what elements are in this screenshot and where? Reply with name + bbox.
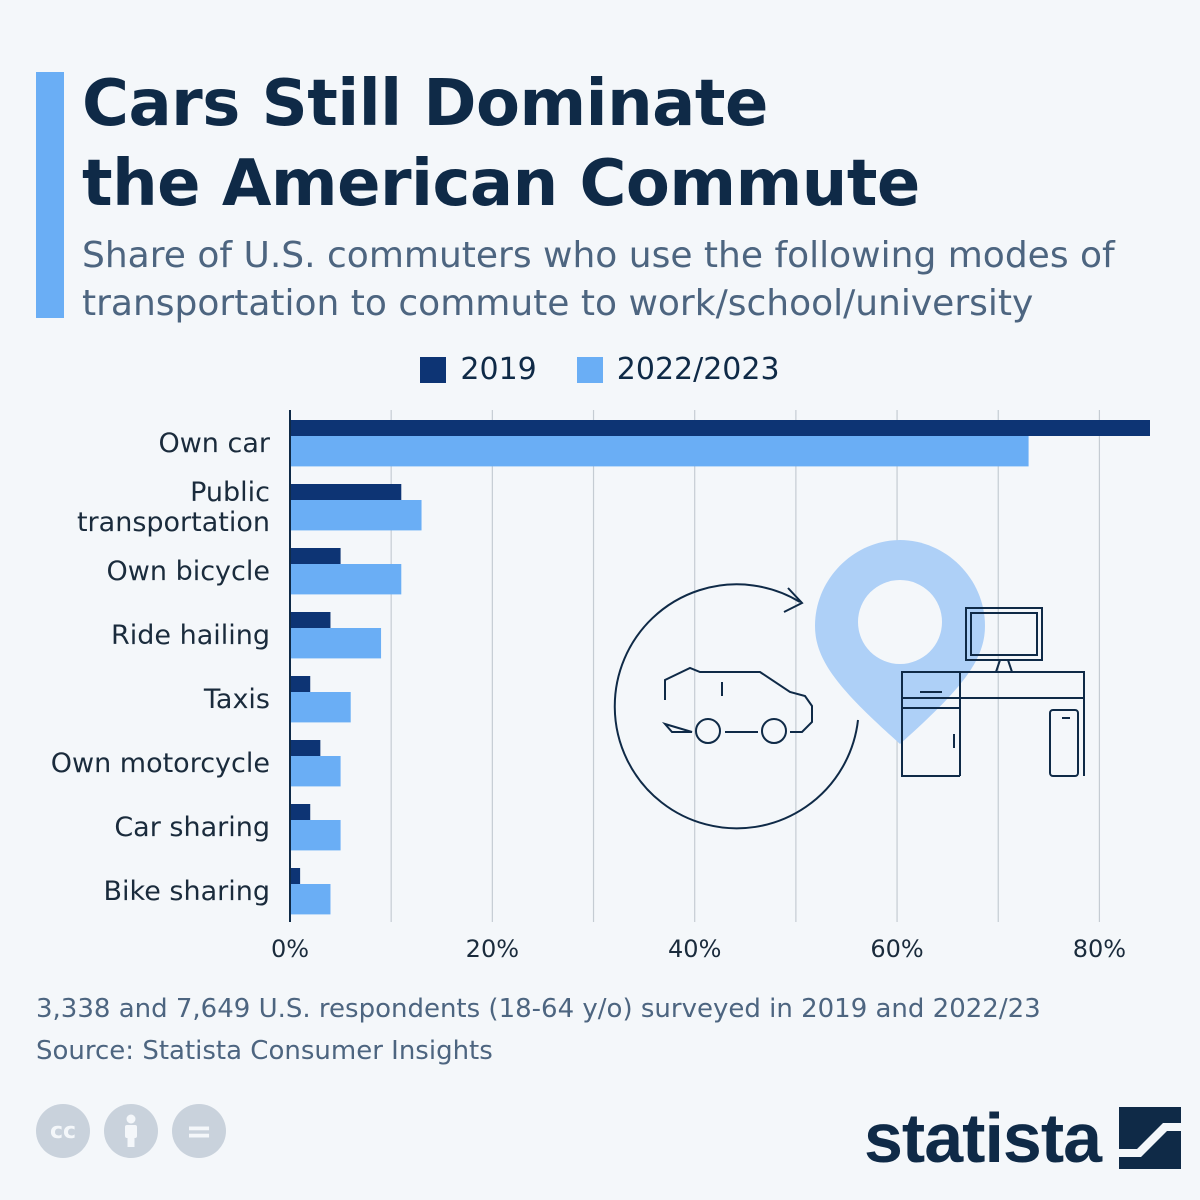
bar-2019-0	[290, 420, 1150, 436]
legend: 2019 2022/2023	[0, 352, 1200, 387]
creative-commons-icon[interactable]: cc	[36, 1104, 90, 1158]
category-label-1-line-0: Public	[190, 477, 270, 508]
category-label-2: Own bicycle	[107, 556, 270, 587]
category-label-4: Taxis	[203, 684, 270, 715]
bar-2022-3	[290, 628, 382, 659]
legend-swatch-2022	[576, 356, 603, 383]
brand-name: statista	[864, 1099, 1102, 1177]
legend-label-2022: 2022/2023	[616, 352, 780, 387]
desk-computer-icon	[901, 607, 1085, 777]
license-icons: cc =	[36, 1104, 226, 1158]
chart-subtitle: Share of U.S. commuters who use the foll…	[82, 232, 1172, 328]
bar-2022-2	[290, 564, 402, 595]
bar-2019-6	[290, 804, 311, 820]
car-icon	[661, 666, 813, 744]
statista-logo[interactable]: statista	[864, 1098, 1182, 1178]
location-pin-icon	[815, 540, 985, 744]
bar-2019-7	[290, 868, 301, 884]
title-line-1: Cars Still Dominate	[82, 67, 768, 141]
source-note: Source: Statista Consumer Insights	[36, 1036, 493, 1066]
bar-2019-2	[290, 548, 341, 564]
statista-logo-icon	[1119, 1107, 1182, 1169]
x-tick-label-40: 40%	[668, 935, 721, 963]
x-tick-label-80: 80%	[1073, 935, 1126, 963]
legend-item-2022: 2022/2023	[576, 352, 780, 387]
attribution-icon[interactable]	[104, 1104, 158, 1158]
bar-2022-4	[290, 692, 351, 723]
title-line-2: the American Commute	[82, 147, 920, 221]
category-label-3: Ride hailing	[111, 620, 270, 651]
bar-2019-4	[290, 676, 311, 692]
category-label-1-line-1: transportation	[77, 507, 270, 538]
commute-illustration	[613, 540, 1085, 830]
chart-title: Cars Still Dominate the American Commute	[82, 64, 1162, 224]
bar-2022-7	[290, 884, 331, 915]
subtitle-line-1: Share of U.S. commuters who use the foll…	[82, 235, 1115, 276]
bar-2019-3	[290, 612, 331, 628]
bar-2022-0	[290, 436, 1029, 467]
category-label-6: Car sharing	[114, 812, 270, 843]
legend-item-2019: 2019	[420, 352, 537, 387]
x-tick-label-60: 60%	[870, 935, 923, 963]
subtitle-line-2: transportation to commute to work/school…	[82, 283, 1034, 324]
no-derivatives-icon[interactable]: =	[172, 1104, 226, 1158]
bars-layer	[290, 420, 1150, 915]
x-tick-label-20: 20%	[466, 935, 519, 963]
legend-swatch-2019	[420, 356, 447, 383]
category-label-7: Bike sharing	[104, 876, 270, 907]
category-label-0: Own car	[158, 428, 270, 459]
footnote: 3,338 and 7,649 U.S. respondents (18-64 …	[36, 988, 1176, 1072]
grid-layer	[390, 410, 1101, 922]
bar-2022-1	[290, 500, 422, 531]
accent-bar	[36, 72, 64, 318]
bar-2019-5	[290, 740, 321, 756]
survey-note: 3,338 and 7,649 U.S. respondents (18-64 …	[36, 994, 1041, 1024]
x-tick-label-0: 0%	[271, 935, 309, 963]
circular-arrow-icon	[613, 583, 859, 830]
bar-2022-6	[290, 820, 341, 851]
bar-2019-1	[290, 484, 402, 500]
arrow-head-icon	[783, 587, 804, 613]
legend-label-2019: 2019	[460, 352, 537, 387]
category-label-5: Own motorcycle	[51, 748, 270, 779]
bar-2022-5	[290, 756, 341, 787]
